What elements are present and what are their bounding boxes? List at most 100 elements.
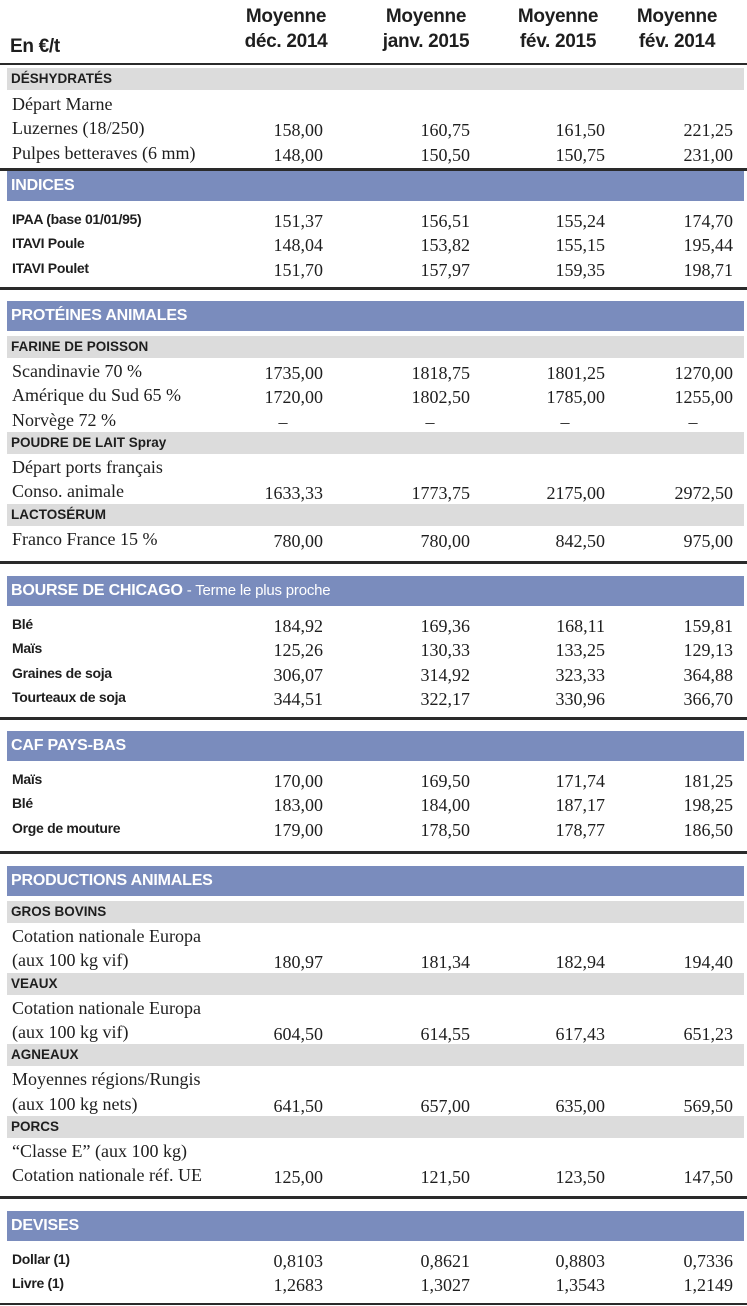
- table-row: (aux 100 kg nets) 641,50 657,00 635,00 569,5…: [0, 1092, 747, 1116]
- table-row: Moyennes régions/Rungis: [0, 1067, 747, 1091]
- value-cell: 170,00: [273, 771, 324, 791]
- value-cell: 780,00: [420, 530, 471, 551]
- value-cell: 159,81: [683, 616, 734, 636]
- table-row: Maïs 170,00 169,50 171,74 181,25: [0, 766, 747, 791]
- value-cell: 155,15: [555, 235, 606, 256]
- value-cell: 1773,75: [411, 483, 471, 504]
- table-row: Amérique du Sud 65 % 1720,00 1802,50 1785,0…: [0, 383, 747, 407]
- value-cell: 1818,75: [411, 363, 471, 383]
- value-cell: 153,82: [420, 235, 471, 256]
- value-cell: 155,24: [555, 211, 606, 231]
- value-cell: 1270,00: [674, 363, 734, 383]
- row-label: Moyennes régions/Rungis: [12, 1069, 201, 1090]
- value-cell: –: [425, 411, 435, 432]
- row-label: Tourteaux de soja: [12, 688, 126, 705]
- section-band: PRODUCTIONS ANIMALES: [7, 866, 744, 896]
- table-row: “Classe E” (aux 100 kg): [0, 1139, 747, 1163]
- value-cell: 1,3543: [555, 1275, 606, 1296]
- value-cell: 842,50: [555, 530, 606, 551]
- row-label: Graines de soja: [12, 664, 112, 681]
- value-cell: 181,25: [683, 771, 734, 791]
- row-label: Luzernes (18/250): [12, 118, 145, 139]
- value-cell: 184,00: [420, 795, 471, 816]
- subsection-header: POUDRE DE LAIT Spray: [7, 431, 744, 454]
- subsection-header: GROS BOVINS: [7, 901, 744, 923]
- row-label: Orge de mouture: [12, 819, 121, 836]
- value-cell: 183,00: [273, 795, 324, 816]
- value-cell: 150,50: [420, 144, 471, 165]
- value-cell: 0,8621: [420, 1251, 471, 1271]
- value-cell: 125,00: [273, 1167, 324, 1188]
- value-cell: 614,55: [420, 1023, 471, 1044]
- value-cell: 1720,00: [264, 387, 324, 408]
- value-cell: 130,33: [420, 640, 471, 661]
- section-rule: [0, 168, 747, 171]
- value-cell: 0,7336: [683, 1251, 734, 1271]
- section-title: PROTÉINES ANIMALES: [11, 307, 188, 324]
- col-header-line2: déc. 2014: [244, 31, 328, 52]
- value-cell: 160,75: [420, 120, 471, 141]
- section-subtitle: - Terme le plus proche: [182, 582, 331, 599]
- section-band: CAF PAYS-BAS: [7, 731, 744, 761]
- row-label: Maïs: [12, 640, 42, 657]
- row-label: Départ ports français: [12, 456, 163, 477]
- value-cell: 187,17: [555, 795, 606, 816]
- table-row: Cotation nationale Europa: [0, 996, 747, 1020]
- value-cell: 179,00: [273, 819, 324, 840]
- col-header-dec-2014: Moyenne déc. 2014: [222, 4, 350, 54]
- value-cell: 1255,00: [674, 387, 734, 408]
- subsection-header: LACTOSÉRUM: [7, 503, 744, 526]
- value-cell: 1735,00: [264, 363, 324, 383]
- row-label: Pulpes betteraves (6 mm): [12, 142, 196, 163]
- row-label: Amérique du Sud 65 %: [12, 385, 181, 406]
- table-row: Conso. animale 1633,33 1773,75 2175,00 2972,…: [0, 479, 747, 503]
- value-cell: 151,37: [273, 211, 324, 231]
- value-cell: 168,11: [556, 616, 605, 636]
- table-row: Départ Marne: [0, 92, 747, 116]
- value-cell: 123,50: [555, 1167, 606, 1188]
- section-title: INDICES: [11, 177, 75, 194]
- row-label: (aux 100 kg nets): [12, 1093, 138, 1114]
- table-row: Orge de mouture 179,00 178,50 178,77 186,50: [0, 815, 747, 840]
- value-cell: 178,50: [420, 819, 471, 840]
- value-cell: 780,00: [273, 530, 324, 551]
- table-row: Cotation nationale Europa: [0, 924, 747, 948]
- section-band: PROTÉINES ANIMALES: [7, 301, 744, 331]
- section-title: CAF PAYS-BAS: [11, 737, 126, 754]
- table-row: Graines de soja 306,07 314,92 323,33 364,88: [0, 660, 747, 685]
- col-header-feb-2014: Moyenne fév. 2014: [613, 4, 741, 54]
- value-cell: 1802,50: [411, 387, 471, 408]
- section-rule: [0, 63, 747, 65]
- table-row: Blé 184,92 169,36 168,11 159,81: [0, 611, 747, 636]
- row-label: Livre (1): [12, 1275, 64, 1292]
- value-cell: 184,92: [273, 616, 324, 636]
- value-cell: 1,2149: [683, 1275, 734, 1296]
- section-band: INDICES: [7, 171, 744, 201]
- value-cell: 569,50: [683, 1095, 734, 1116]
- section-rule: [0, 561, 747, 564]
- row-label: Départ Marne: [12, 94, 113, 114]
- value-cell: 604,50: [273, 1023, 324, 1044]
- value-cell: 0,8103: [273, 1251, 324, 1271]
- row-label: IPAA (base 01/01/95): [12, 211, 142, 227]
- table-row: (aux 100 kg vif) 180,97 181,34 182,94 194,40: [0, 948, 747, 972]
- table-row: Tourteaux de soja 344,51 322,17 330,96 366,7…: [0, 684, 747, 709]
- value-cell: 147,50: [683, 1167, 734, 1188]
- value-cell: 125,26: [273, 640, 324, 661]
- value-cell: 161,50: [555, 120, 606, 141]
- row-label: Blé: [12, 795, 33, 812]
- value-cell: 231,00: [683, 144, 734, 165]
- value-cell: 151,70: [273, 259, 324, 280]
- col-header-line2: janv. 2015: [382, 31, 470, 52]
- table-row: Cotation nationale réf. UE 125,00 121,50 12…: [0, 1163, 747, 1187]
- col-header-feb-2015: Moyenne fév. 2015: [494, 4, 622, 54]
- row-label: ITAVI Poule: [12, 235, 85, 252]
- value-cell: 198,25: [683, 795, 734, 816]
- table-row: (aux 100 kg vif) 604,50 614,55 617,43 651,23: [0, 1020, 747, 1044]
- row-label: (aux 100 kg vif): [12, 950, 129, 971]
- table-header: En €/t Moyenne déc. 2014 Moyenne janv. 2…: [0, 4, 747, 60]
- value-cell: 129,13: [683, 640, 734, 661]
- section-rule: [0, 287, 747, 290]
- value-cell: 169,50: [420, 771, 471, 791]
